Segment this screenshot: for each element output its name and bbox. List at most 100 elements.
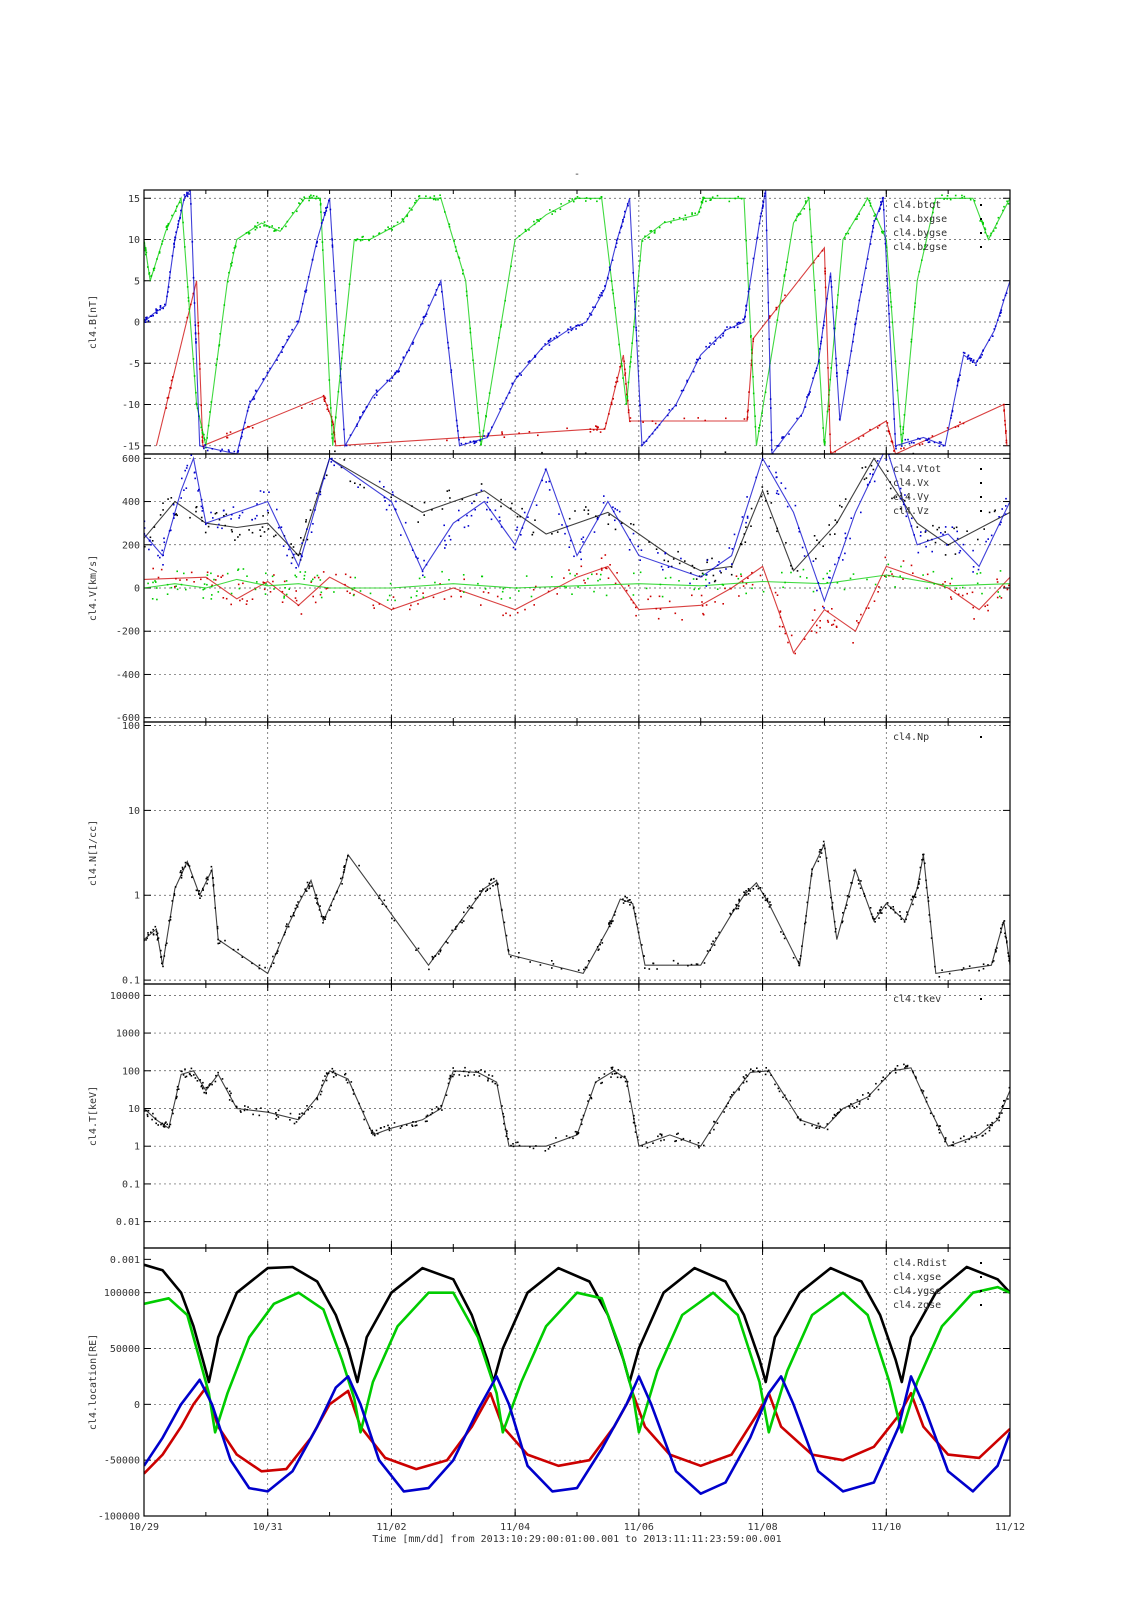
data-point bbox=[159, 308, 161, 311]
data-point bbox=[899, 487, 902, 490]
data-point bbox=[612, 398, 614, 400]
data-point bbox=[691, 564, 694, 567]
legend-entry: cl4.Vz bbox=[893, 506, 929, 517]
data-point bbox=[758, 1071, 761, 1073]
data-point bbox=[480, 1069, 482, 1071]
data-point bbox=[938, 1132, 941, 1134]
data-point bbox=[672, 218, 675, 220]
data-point bbox=[987, 609, 989, 612]
data-point bbox=[612, 920, 614, 922]
data-point bbox=[626, 203, 629, 205]
data-point bbox=[942, 444, 945, 447]
series-points bbox=[144, 454, 1010, 609]
data-point bbox=[966, 358, 969, 360]
data-point bbox=[627, 411, 630, 414]
legend-marker bbox=[980, 1262, 982, 1264]
data-point bbox=[771, 449, 773, 451]
data-point bbox=[483, 435, 485, 437]
data-point bbox=[950, 598, 953, 600]
data-point bbox=[600, 292, 603, 294]
data-point bbox=[656, 968, 658, 970]
data-point bbox=[722, 335, 724, 337]
data-point bbox=[853, 333, 855, 336]
data-point bbox=[205, 1086, 208, 1089]
data-point bbox=[1000, 931, 1002, 934]
data-point bbox=[587, 577, 589, 580]
data-point bbox=[167, 222, 170, 225]
data-point bbox=[482, 591, 485, 593]
data-point bbox=[769, 398, 772, 400]
data-point bbox=[202, 887, 204, 890]
data-point bbox=[322, 571, 325, 573]
data-point bbox=[319, 579, 322, 581]
data-point bbox=[219, 940, 222, 943]
data-point bbox=[535, 585, 537, 588]
data-point bbox=[611, 1073, 614, 1075]
data-point bbox=[789, 1099, 792, 1102]
data-point bbox=[881, 230, 883, 233]
data-point bbox=[551, 533, 553, 535]
data-point bbox=[474, 508, 476, 511]
data-point bbox=[184, 865, 187, 868]
data-point bbox=[156, 309, 158, 311]
data-point bbox=[342, 871, 345, 874]
data-point bbox=[188, 308, 191, 310]
data-point bbox=[310, 581, 312, 583]
data-point bbox=[618, 510, 621, 513]
y-tick-label: 0.01 bbox=[116, 1217, 140, 1228]
data-point bbox=[689, 1139, 691, 1142]
data-point bbox=[390, 496, 392, 499]
data-point bbox=[857, 622, 860, 624]
data-point bbox=[199, 897, 201, 899]
data-point bbox=[325, 474, 328, 477]
data-point bbox=[281, 346, 284, 348]
data-point bbox=[858, 299, 861, 302]
data-point bbox=[150, 274, 153, 277]
data-point bbox=[998, 516, 1000, 518]
data-point bbox=[388, 1126, 390, 1129]
data-point bbox=[597, 296, 600, 299]
data-point bbox=[563, 577, 565, 579]
data-point bbox=[181, 477, 183, 480]
data-point bbox=[828, 389, 831, 391]
data-point bbox=[769, 901, 771, 903]
data-point bbox=[746, 418, 749, 420]
data-point bbox=[537, 434, 539, 437]
data-point bbox=[296, 320, 298, 323]
data-point bbox=[726, 326, 728, 328]
data-point bbox=[327, 1072, 330, 1074]
data-point bbox=[781, 571, 783, 574]
data-point bbox=[453, 1073, 455, 1076]
data-point bbox=[574, 574, 576, 577]
data-point bbox=[833, 920, 836, 923]
data-point bbox=[949, 582, 951, 585]
data-point bbox=[841, 921, 843, 924]
data-point bbox=[621, 522, 623, 524]
data-point bbox=[380, 1127, 382, 1129]
data-point bbox=[431, 509, 433, 511]
data-point bbox=[333, 270, 335, 272]
data-point bbox=[511, 502, 513, 505]
data-point bbox=[981, 592, 983, 595]
data-point bbox=[859, 1101, 861, 1103]
data-point bbox=[401, 218, 404, 220]
data-point bbox=[881, 232, 884, 234]
data-point bbox=[247, 406, 250, 408]
data-point bbox=[156, 939, 159, 941]
data-point bbox=[217, 942, 219, 945]
data-point bbox=[895, 496, 898, 498]
data-point bbox=[162, 502, 164, 504]
data-point bbox=[701, 572, 704, 575]
data-point bbox=[323, 917, 325, 919]
data-point bbox=[598, 197, 601, 200]
data-point bbox=[209, 411, 211, 413]
data-point bbox=[525, 230, 527, 232]
data-point bbox=[194, 477, 196, 480]
data-point bbox=[254, 517, 257, 520]
data-point bbox=[234, 539, 236, 541]
data-point bbox=[539, 218, 542, 220]
series-points bbox=[144, 194, 1010, 449]
data-point bbox=[246, 600, 248, 602]
data-point bbox=[731, 1094, 733, 1096]
data-point bbox=[925, 1096, 928, 1099]
